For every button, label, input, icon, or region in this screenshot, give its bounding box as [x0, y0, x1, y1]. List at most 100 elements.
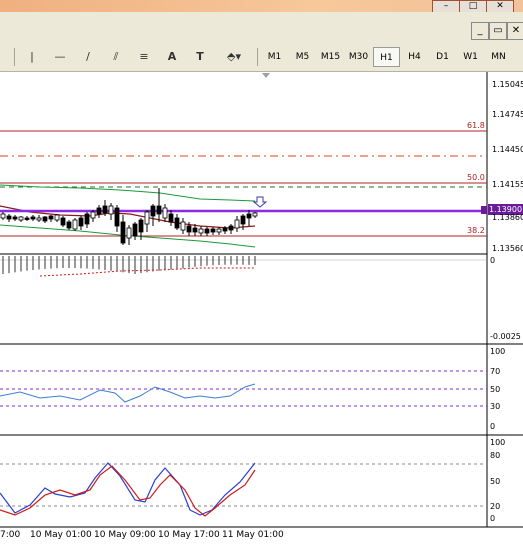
arrow-down-icon [252, 196, 268, 208]
candle-body [138, 219, 144, 233]
candle-body [120, 221, 126, 244]
chart-shift-marker-icon [262, 73, 270, 78]
candle-body [24, 217, 30, 220]
price-axis-label: 1.14450 [492, 145, 523, 154]
toolbar-separator [14, 48, 15, 66]
price-axis-label: 1.13560 [492, 244, 523, 253]
rsi-axis-label: 70 [490, 367, 501, 376]
candle-body [180, 221, 186, 231]
fibonacci-levels[interactable] [0, 130, 487, 237]
toolbar [0, 42, 523, 72]
candle-body [12, 216, 18, 220]
timeframe-h4-button[interactable]: H4 [408, 52, 421, 62]
time-axis-label: 10 May 01:00 [30, 530, 92, 540]
candle-body [252, 212, 258, 217]
chart-close-icon[interactable]: ✕ [507, 22, 523, 40]
timeframe-m1-button[interactable]: M1 [267, 52, 282, 62]
cursor-tool[interactable]: | [30, 50, 34, 63]
text-label-tool[interactable]: T [196, 50, 204, 63]
stochastic-axis-label: 100 [490, 438, 506, 447]
rsi-axis-label: 100 [490, 347, 506, 356]
candle-body [192, 227, 198, 233]
candle-body [78, 217, 84, 227]
stochastic-axis-label: 0 [490, 514, 496, 523]
candle-body [186, 225, 192, 233]
bollinger-bands [0, 184, 256, 248]
candle-body [114, 207, 120, 227]
stochastic-main-line [0, 462, 256, 516]
current-price-marker [481, 206, 487, 214]
price-axis-label: 1.14745 [492, 110, 523, 119]
candle-body [198, 228, 204, 234]
macd-histogram [2, 256, 256, 274]
toolbar-separator [257, 48, 258, 66]
price-axis-label: 1.14155 [492, 180, 523, 189]
equidistant-channel-tool[interactable]: ⫽ [113, 50, 119, 63]
trendline-tool[interactable]: / [86, 50, 90, 63]
horizontal-line-tool[interactable]: — [54, 50, 66, 63]
candle-body [54, 214, 60, 221]
text-tool[interactable]: A [167, 50, 177, 63]
chart-restore-icon[interactable]: ▭ [489, 22, 507, 40]
fibonacci-retracement-tool[interactable]: ≡ [139, 50, 149, 63]
candle-body [168, 213, 174, 223]
rsi-axis-label: 50 [490, 385, 501, 394]
candle-body [162, 207, 168, 219]
candle-body [72, 219, 78, 230]
chart-minimize-icon[interactable]: _ [471, 22, 489, 40]
candle-body [150, 205, 156, 217]
macd-signal-line [39, 267, 255, 277]
current-price-badge: 1.13900 [488, 204, 523, 215]
candle-body [60, 217, 66, 226]
title-bar [0, 0, 523, 12]
macd-axis-label: -0.0025 [490, 332, 521, 341]
candle-body [222, 227, 228, 232]
fib-level-label: 38.2 [467, 226, 485, 235]
timeframe-d1-button[interactable]: D1 [436, 52, 449, 62]
stochastic-axis-label: 20 [490, 502, 501, 511]
menu-bar [0, 12, 523, 42]
candle-body [156, 205, 162, 215]
timeframe-m5-button[interactable]: M5 [295, 52, 310, 62]
timeframe-m30-button[interactable]: M30 [348, 52, 369, 62]
rsi-axis-label: 30 [490, 402, 501, 411]
time-axis-label: 10 May 17:00 [158, 530, 220, 540]
candle-body [144, 211, 150, 225]
fib-level-label: 50.0 [467, 173, 485, 182]
candle-body [42, 216, 48, 222]
candle-body [246, 213, 252, 219]
time-axis-label: 11 May 01:00 [222, 530, 284, 540]
candle-body [18, 216, 24, 221]
candlesticks [0, 188, 258, 245]
candle-body [234, 219, 240, 229]
macd-axis-label: 0 [490, 256, 496, 265]
candle-body [228, 225, 234, 231]
price-axis-label: 1.13860 [492, 213, 523, 222]
candle-body [6, 215, 12, 220]
candle-body [126, 227, 132, 239]
stochastic-axis-label: 80 [490, 451, 501, 460]
candle-body [240, 215, 246, 225]
candle-body [84, 213, 90, 225]
time-axis-label: 10 May 09:00 [94, 530, 156, 540]
timeframe-mn-button[interactable]: MN [491, 52, 506, 62]
timeframe-w1-button[interactable]: W1 [463, 52, 478, 62]
candle-body [102, 205, 108, 214]
candle-body [204, 228, 210, 234]
candle-body [66, 221, 72, 229]
arrows-tool[interactable]: ⬘▾ [227, 50, 241, 63]
stochastic-axis-label: 50 [490, 477, 501, 486]
moving-average-line [0, 205, 256, 229]
price-axis-label: 1.15045 [492, 80, 523, 89]
candle-body [36, 217, 42, 221]
timeframe-h1-button[interactable]: H1 [373, 47, 400, 67]
candle-body [48, 215, 54, 220]
candle-body [210, 228, 216, 233]
fib-level-label: 61.8 [467, 121, 485, 130]
timeframe-m15-button[interactable]: M15 [320, 52, 341, 62]
candle-body [96, 207, 102, 215]
stochastic-signal-line [0, 465, 256, 517]
rsi-line [0, 383, 256, 403]
candle-body [108, 205, 114, 215]
